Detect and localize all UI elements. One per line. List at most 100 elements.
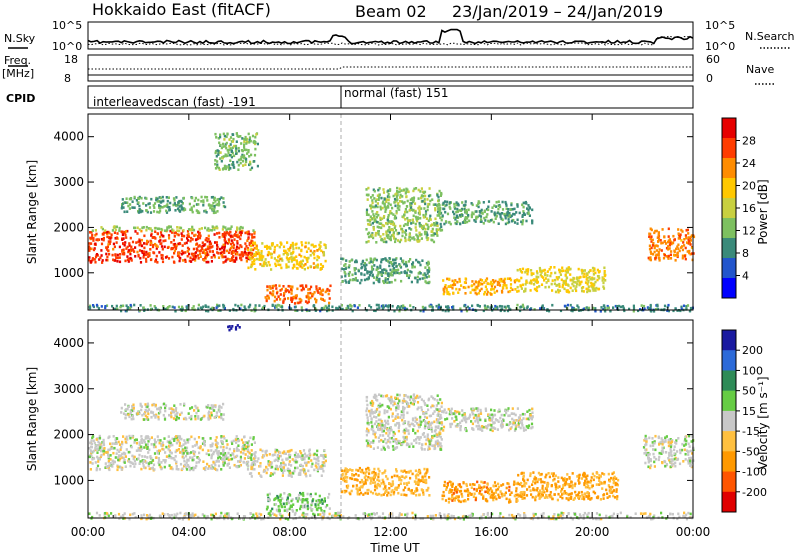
heatmap-cell [544, 277, 547, 280]
heatmap-cell [648, 247, 652, 251]
heatmap-cell [387, 234, 390, 237]
heatmap-cell [424, 306, 427, 310]
heatmap-cell [253, 140, 256, 144]
heatmap-cell [120, 206, 123, 210]
heatmap-cell [240, 142, 243, 145]
heatmap-cell [440, 218, 443, 222]
heatmap-cell [535, 278, 538, 281]
heatmap-cell [681, 245, 684, 248]
heatmap-cell [273, 453, 276, 457]
heatmap-cell [138, 441, 141, 444]
heatmap-cell [420, 194, 423, 197]
heatmap-cell [162, 459, 165, 462]
heatmap-cell [242, 451, 245, 455]
heatmap-cell [406, 210, 409, 214]
heatmap-cell [663, 235, 666, 239]
heatmap-cell [187, 228, 191, 231]
heatmap-cell [177, 305, 181, 309]
heatmap-cell [246, 247, 250, 250]
heatmap-cell [88, 447, 91, 450]
heatmap-cell [388, 261, 391, 264]
heatmap-cell [234, 455, 237, 459]
heatmap-cell [127, 250, 130, 254]
heatmap-cell [257, 249, 260, 252]
heatmap-cell [341, 307, 344, 311]
heatmap-cell [682, 304, 686, 308]
heatmap-cell [137, 449, 141, 452]
heatmap-cell [167, 226, 170, 229]
heatmap-cell [516, 222, 519, 225]
heatmap-cell [300, 260, 303, 263]
heatmap-cell [93, 247, 96, 250]
heatmap-cell [236, 226, 239, 229]
heatmap-cell [681, 248, 684, 252]
heatmap-cell [170, 451, 173, 455]
heatmap-cell [235, 152, 238, 155]
heatmap-cell [288, 507, 291, 511]
heatmap-cell [128, 250, 132, 254]
heatmap-cell [206, 240, 209, 243]
heatmap-cell [359, 470, 362, 473]
heatmap-cell [314, 309, 317, 312]
heatmap-cell [398, 424, 401, 427]
heatmap-cell [250, 456, 253, 459]
heatmap-cell [166, 228, 169, 232]
heatmap-cell [369, 215, 372, 218]
heatmap-cell [139, 460, 142, 463]
heatmap-cell [166, 199, 169, 203]
heatmap-cell [235, 449, 239, 452]
heatmap-cell [550, 271, 553, 275]
heatmap-cell [100, 254, 103, 257]
heatmap-cell [219, 247, 222, 251]
heatmap-cell [380, 424, 383, 428]
heatmap-cell [526, 272, 529, 276]
heatmap-cell [566, 303, 569, 307]
heatmap-cell [464, 221, 467, 224]
heatmap-cell [220, 159, 223, 163]
heatmap-cell [108, 468, 111, 472]
heatmap-cell [313, 266, 316, 269]
heatmap-cell [424, 274, 427, 277]
heatmap-cell [614, 304, 617, 308]
heatmap-cell [418, 480, 421, 483]
heatmap-cell [452, 308, 455, 311]
heatmap-cell [194, 466, 197, 470]
heatmap-cell [384, 257, 387, 260]
heatmap-cell [256, 142, 259, 146]
heatmap-cell [382, 434, 385, 437]
heatmap-cell [250, 166, 254, 170]
heatmap-cell [129, 197, 133, 200]
heatmap-cell [406, 216, 409, 220]
heatmap-cell [116, 448, 119, 452]
heatmap-cell [235, 247, 238, 250]
heatmap-cell [154, 226, 157, 230]
heatmap-cell [153, 206, 156, 209]
heatmap-cell [237, 146, 240, 150]
heatmap-cell [226, 462, 229, 466]
heatmap-cell [580, 280, 583, 284]
heatmap-cell [247, 248, 250, 252]
heatmap-cell [157, 438, 160, 442]
heatmap-cell [389, 235, 392, 239]
heatmap-cell [197, 230, 200, 234]
heatmap-cell [109, 442, 112, 446]
heatmap-cell [519, 268, 522, 271]
heatmap-cell [233, 260, 237, 263]
heatmap-cell [436, 214, 439, 217]
heatmap-cell [271, 303, 274, 307]
heatmap-cell [571, 278, 574, 282]
heatmap-cell [228, 148, 231, 152]
heatmap-cell [389, 482, 392, 486]
heatmap-cell [242, 447, 245, 451]
heatmap-cell [205, 405, 208, 409]
heatmap-cell [444, 204, 447, 208]
heatmap-cell [300, 504, 303, 508]
heatmap-cell [174, 450, 177, 454]
heatmap-cell [443, 290, 446, 294]
heatmap-cell [182, 417, 186, 421]
heatmap-cell [364, 471, 367, 475]
heatmap-cell [324, 453, 327, 457]
heatmap-cell [681, 256, 684, 260]
heatmap-cell [366, 478, 369, 482]
heatmap-cell [375, 241, 378, 244]
